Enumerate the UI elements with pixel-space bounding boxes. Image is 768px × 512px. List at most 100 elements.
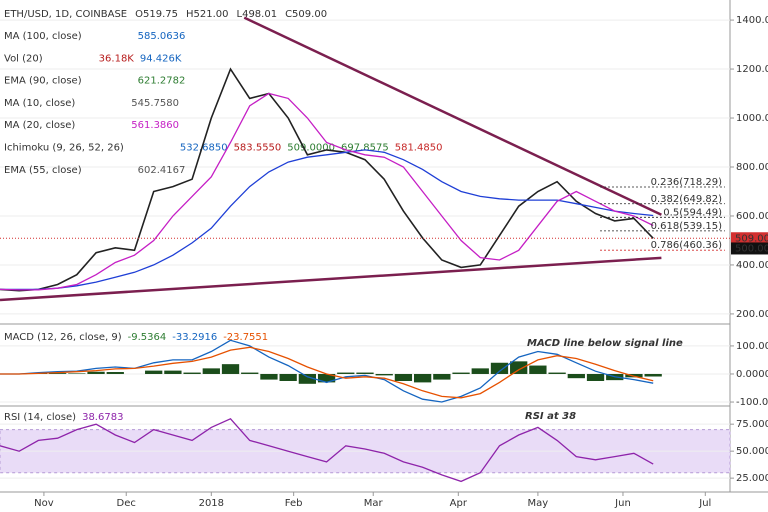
histogram-bar <box>145 370 163 374</box>
indicator-row: EMA (55, close) 602.4167 <box>4 165 185 176</box>
histogram-bar <box>586 373 605 381</box>
histogram-bar <box>567 373 585 379</box>
annotation: RSI at 38 <box>525 411 576 422</box>
histogram-bar <box>529 365 547 374</box>
histogram-bar <box>183 372 201 374</box>
indicator-row: EMA (90, close) 621.2782 <box>4 76 185 87</box>
y-tick-label: 75.0000 <box>736 419 768 430</box>
y-tick-label: -100.0000 <box>736 397 768 408</box>
price-box-label: 509.00 <box>735 233 768 244</box>
histogram-bar <box>452 372 470 374</box>
histogram-bar <box>394 373 413 381</box>
indicator-value: 94.426K <box>140 53 182 64</box>
fib-label: 0.618(539.15) <box>651 221 723 232</box>
header-value: -9.5364 <box>128 332 167 343</box>
y-tick-label: 800.00 <box>736 162 768 173</box>
x-tick-label: Jul <box>698 498 711 509</box>
y-tick-label: 200.00 <box>736 309 768 320</box>
histogram-bar <box>87 371 105 374</box>
histogram-bar <box>48 373 67 374</box>
fib-label: 0.382(649.82) <box>651 194 723 205</box>
indicator-value: 621.2782 <box>138 76 186 87</box>
indicator-row: Ichimoku (9, 26, 52, 26) 532.6850 583.5550… <box>4 143 442 154</box>
annotation: MACD line below signal line <box>527 338 683 349</box>
indicator-row: MA (10, close) 545.7580 <box>4 98 179 109</box>
trendline <box>243 16 662 216</box>
x-tick-label: 2018 <box>199 498 224 509</box>
fib-label: 0.786(460.36) <box>651 240 723 251</box>
y-tick-label: 0.0000 <box>736 369 768 380</box>
histogram-bar <box>510 361 528 374</box>
histogram-bar <box>644 373 662 377</box>
ohlc-value: C509.00 <box>285 9 327 20</box>
histogram-bar <box>356 372 374 374</box>
ohlc-value: L498.01 <box>237 9 278 20</box>
histogram-bar <box>337 372 355 374</box>
fib-label: 0.5(594.49) <box>663 207 722 218</box>
indicator-value: 602.4167 <box>138 165 186 176</box>
histogram-bar <box>260 373 278 380</box>
histogram-bar <box>471 368 489 374</box>
indicator-name: EMA (55, close) <box>4 165 82 176</box>
indicator-value: 697.8575 <box>341 143 389 154</box>
trendline <box>0 256 662 302</box>
ohlc-value: O519.75 <box>135 9 178 20</box>
indicator-value: 545.7580 <box>131 98 179 109</box>
y-tick-label: 1000.00 <box>736 113 768 124</box>
histogram-bar <box>490 362 509 374</box>
x-tick-label: Mar <box>364 498 384 509</box>
panel-header: ETH/USD, 1D, COINBASE O519.75 H521.00 L498.… <box>4 9 327 20</box>
y-tick-label: 1200.00 <box>736 64 768 75</box>
series-line <box>0 418 654 483</box>
header-value: -33.2916 <box>172 332 217 343</box>
histogram-bar <box>202 368 220 374</box>
y-tick-label: 50.0000 <box>736 446 768 457</box>
panel-title: ETH/USD, 1D, COINBASE <box>4 9 127 20</box>
header-value: 38.6783 <box>82 412 123 423</box>
panel-header: RSI (14, close) 38.6783 <box>4 412 123 423</box>
histogram-bar <box>106 372 124 374</box>
histogram-bar <box>164 370 182 374</box>
y-tick-label: 600.00 <box>736 211 768 222</box>
indicator-name: Ichimoku (9, 26, 52, 26) <box>4 143 124 154</box>
indicator-value: 509.0000 <box>287 143 335 154</box>
indicator-value: 581.4850 <box>395 143 443 154</box>
x-tick-label: Nov <box>34 498 54 509</box>
series-line <box>0 92 654 291</box>
y-tick-label: 1400.00 <box>736 15 768 26</box>
indicator-name: MA (20, close) <box>4 120 75 131</box>
y-tick-label: 25.0000 <box>736 473 768 484</box>
histogram-bar <box>298 373 317 384</box>
indicator-value: 583.5550 <box>234 143 282 154</box>
fib-label: 0.236(718.29) <box>651 177 723 188</box>
histogram-bar <box>433 373 451 380</box>
series-line <box>0 339 654 403</box>
x-tick-label: May <box>528 498 549 509</box>
price-box <box>731 242 768 255</box>
indicator-row: Vol (20) 36.18K 94.426K <box>4 53 182 64</box>
histogram-bar <box>279 373 297 381</box>
indicator-value: 532.6850 <box>180 143 228 154</box>
series-line <box>0 67 654 292</box>
indicator-value: 561.3860 <box>131 120 179 131</box>
y-tick-label: 400.00 <box>736 260 768 271</box>
x-tick-label: Dec <box>117 498 136 509</box>
indicator-name: MA (100, close) <box>4 31 82 42</box>
panel-title: MACD (12, 26, close, 9) <box>4 332 122 343</box>
x-tick-label: Jun <box>614 498 631 509</box>
y-tick-label: 100.0000 <box>736 341 768 352</box>
indicator-name: Vol (20) <box>4 53 43 64</box>
panel-header: MACD (12, 26, close, 9) -9.5364 -33.2916 -2… <box>4 332 268 343</box>
indicator-value: 36.18K <box>99 53 135 64</box>
indicator-row: MA (100, close) 585.0636 <box>4 31 185 42</box>
histogram-bar <box>375 373 393 376</box>
header-value: -23.7551 <box>223 332 268 343</box>
ohlc-value: H521.00 <box>186 9 229 20</box>
indicator-row: MA (20, close) 561.3860 <box>4 120 179 131</box>
histogram-bar <box>241 372 259 374</box>
series-line <box>0 346 654 399</box>
histogram-bar <box>548 372 566 374</box>
panel-title: RSI (14, close) <box>4 412 76 423</box>
